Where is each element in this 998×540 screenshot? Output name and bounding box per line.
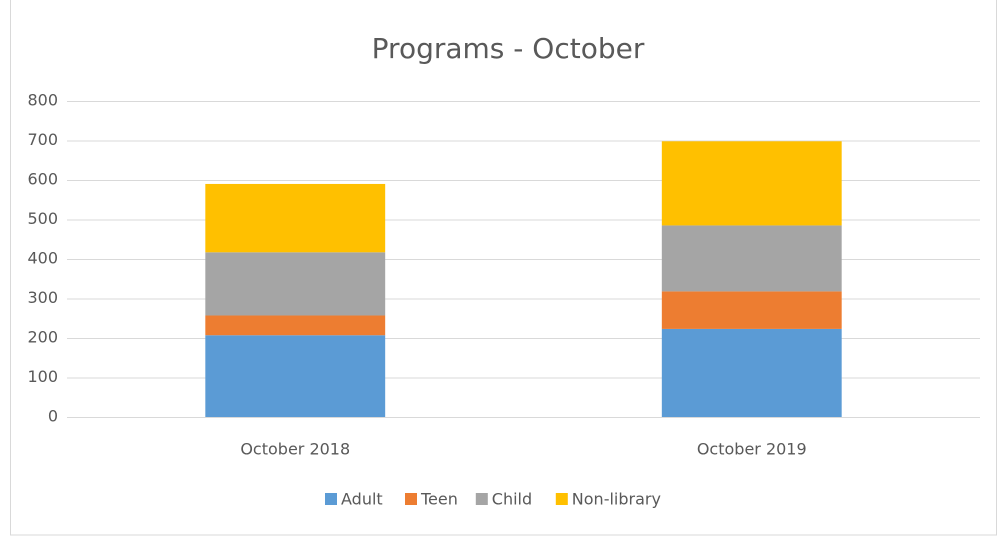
y-tick-label: 500 [27, 209, 58, 228]
legend-swatch [555, 493, 568, 505]
chart-frame [10, 0, 997, 536]
bar-segment [205, 183, 386, 253]
bar-segment [205, 252, 386, 316]
y-tick-label: 600 [27, 170, 58, 189]
y-tick-label: 0 [48, 407, 58, 426]
y-tick-label: 400 [27, 249, 58, 268]
y-tick-label: 100 [27, 367, 58, 386]
y-tick-label: 800 [27, 91, 58, 110]
bar-segment [661, 328, 842, 417]
legend-label: Non-library [572, 490, 661, 509]
legend-label: Adult [341, 490, 383, 509]
bar-segment [661, 141, 842, 226]
legend-label: Teen [420, 490, 458, 509]
legend-swatch [325, 493, 337, 505]
legend-swatch [475, 493, 488, 505]
legend-swatch [405, 493, 417, 505]
y-tick-label: 200 [27, 328, 58, 347]
bar-segment [205, 315, 386, 336]
x-tick-label: October 2018 [240, 440, 350, 459]
bar-segment [205, 335, 386, 417]
bar-segment [661, 291, 842, 329]
chart-title: Programs - October [372, 32, 645, 65]
bar-segment [661, 225, 842, 292]
y-tick-label: 700 [27, 130, 58, 149]
y-tick-label: 300 [27, 288, 58, 307]
x-tick-label: October 2019 [697, 440, 807, 459]
legend-label: Child [492, 490, 532, 509]
